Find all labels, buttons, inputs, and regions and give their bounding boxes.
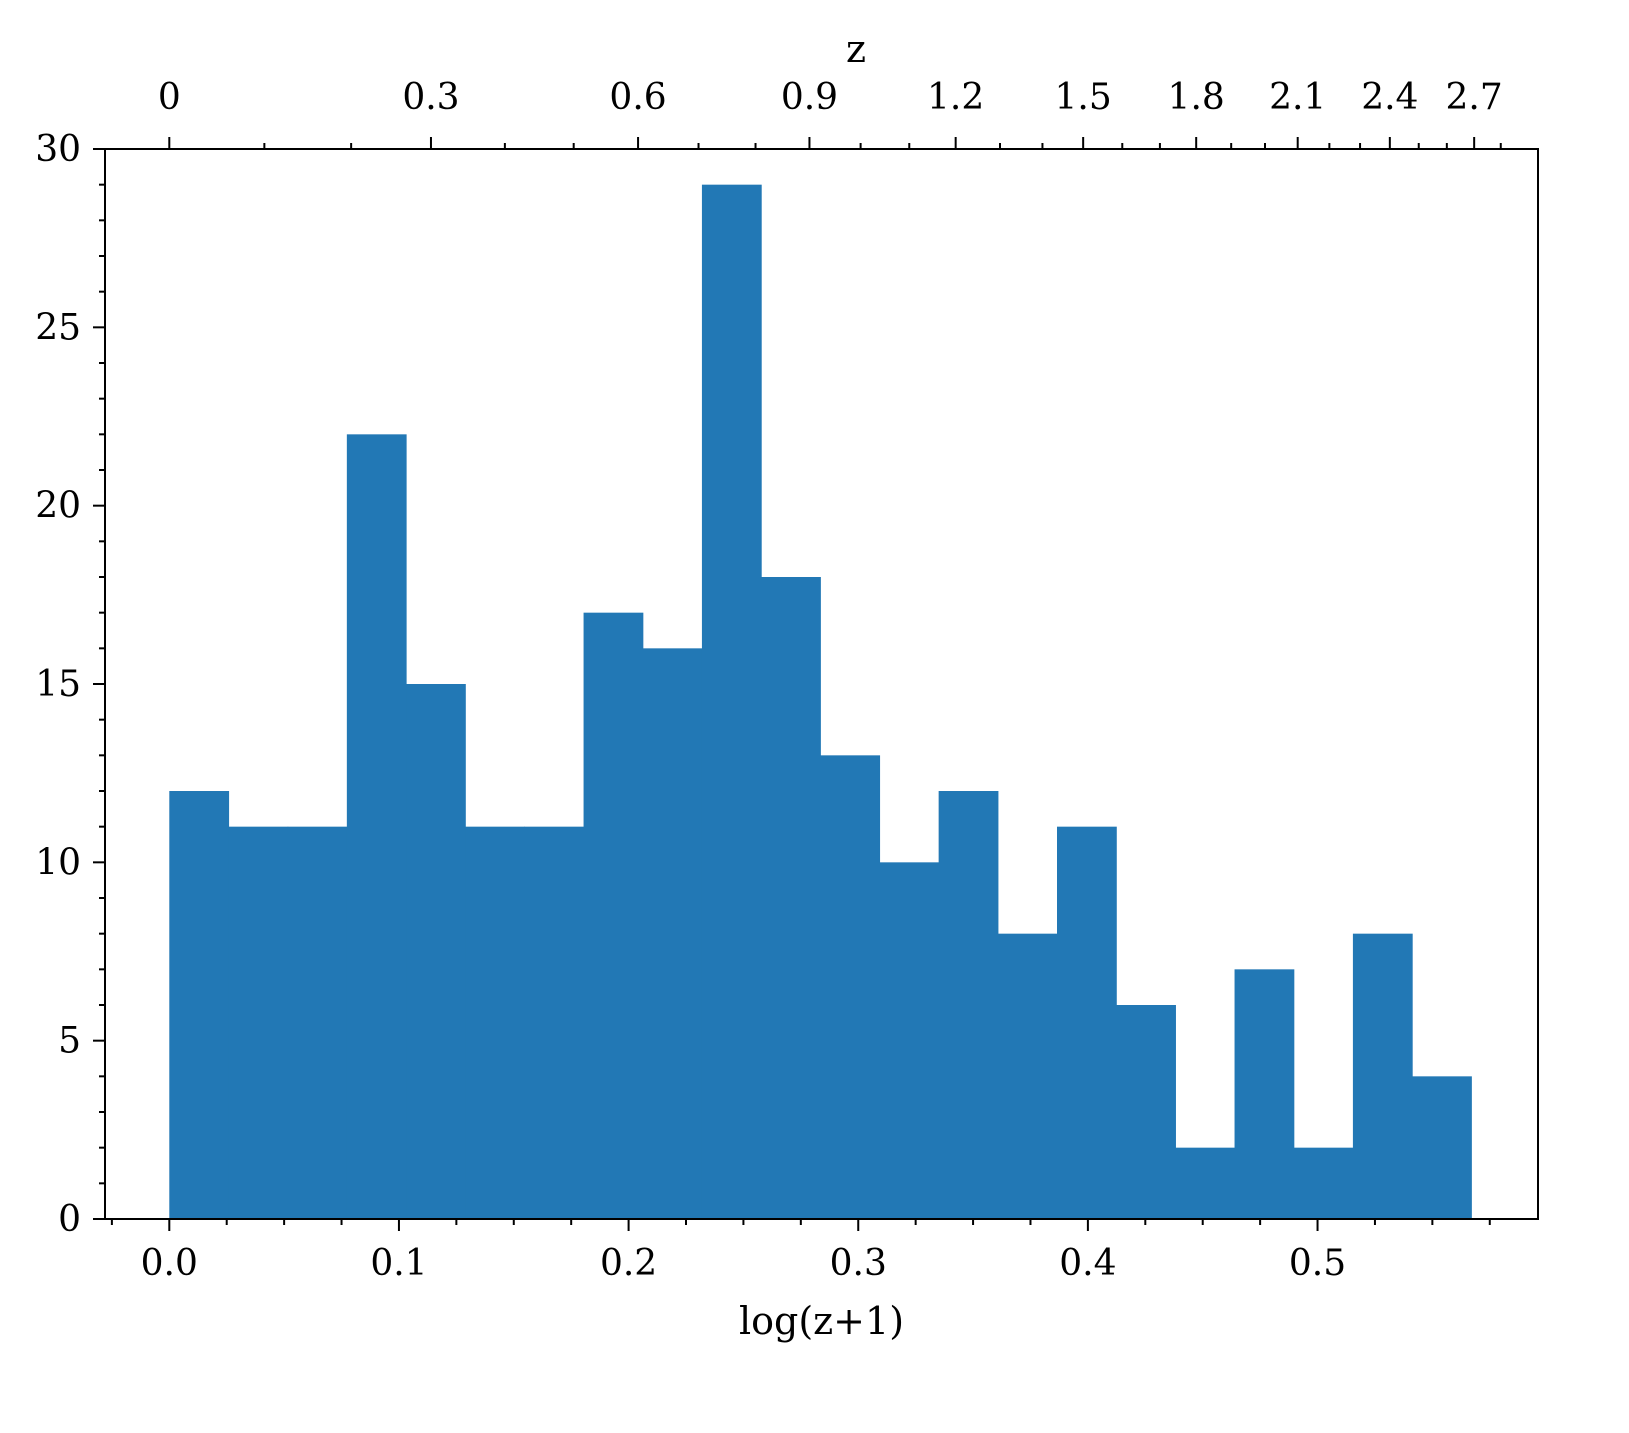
- top-tick-label: 0.6: [609, 77, 666, 118]
- histogram-bar: [346, 434, 407, 1219]
- top-tick-label: 2.4: [1361, 77, 1418, 118]
- histogram-bar: [287, 826, 348, 1219]
- top-tick-label: 1.2: [927, 77, 984, 118]
- histogram-bar: [228, 826, 289, 1219]
- top-x-axis: 0 0.3 0.6 0.9 1.2 1.5 1.8 2.1 2.4 2.7: [158, 77, 1503, 149]
- x-tick-label: 0.5: [1289, 1243, 1346, 1284]
- y-tick-label: 0: [58, 1199, 81, 1240]
- histogram-bar: [642, 648, 703, 1219]
- histogram-bar: [820, 755, 881, 1219]
- x-tick-label: 0.1: [370, 1243, 427, 1284]
- x-tick-label: 0.0: [141, 1243, 198, 1284]
- top-tick-label: 1.5: [1055, 77, 1112, 118]
- histogram-bar: [1352, 933, 1413, 1219]
- histogram-bar: [583, 612, 644, 1219]
- y-tick-label: 5: [58, 1021, 81, 1062]
- top-tick-label: 2.7: [1446, 77, 1503, 118]
- histogram-bar: [1057, 826, 1117, 1219]
- histogram-bar: [169, 791, 230, 1219]
- histogram-bar: [1116, 1005, 1176, 1219]
- top-tick-label: 0.9: [781, 77, 838, 118]
- histogram-bar: [938, 791, 999, 1219]
- histogram-bar: [701, 184, 762, 1220]
- histogram-bar: [1293, 1147, 1354, 1219]
- top-tick-label: 0: [158, 77, 181, 118]
- bars-group: [169, 184, 1472, 1220]
- top-tick-label: 0.3: [402, 77, 459, 118]
- histogram-bar: [1234, 969, 1295, 1219]
- histogram-bar: [406, 684, 466, 1219]
- y-tick-label: 10: [35, 842, 81, 883]
- x-tick-label: 0.3: [830, 1243, 887, 1284]
- top-tick-label: 1.8: [1168, 77, 1225, 118]
- x-tick-label: 0.2: [600, 1243, 657, 1284]
- histogram-bar: [997, 933, 1058, 1219]
- top-axis-label: z: [846, 27, 866, 71]
- top-tick-label: 2.1: [1269, 77, 1326, 118]
- y-tick-label: 20: [35, 486, 81, 527]
- y-tick-label: 30: [35, 129, 81, 170]
- x-tick-label: 0.4: [1059, 1243, 1116, 1284]
- histogram-bar: [1412, 1076, 1472, 1219]
- left-y-axis: 0 5 10 15 20 25 30: [35, 129, 105, 1240]
- y-tick-label: 15: [35, 664, 81, 705]
- x-axis-label: log(z+1): [739, 1299, 904, 1343]
- histogram-bar: [761, 577, 821, 1219]
- plot-frame: [104, 148, 1539, 1220]
- histogram-bar: [465, 826, 525, 1219]
- histogram-bar: [524, 826, 585, 1219]
- y-tick-label: 25: [35, 307, 81, 348]
- histogram-bar: [879, 862, 940, 1219]
- histogram-bar: [1175, 1147, 1236, 1219]
- bottom-x-axis: 0.0 0.1 0.2 0.3 0.4 0.5: [110, 1219, 1491, 1284]
